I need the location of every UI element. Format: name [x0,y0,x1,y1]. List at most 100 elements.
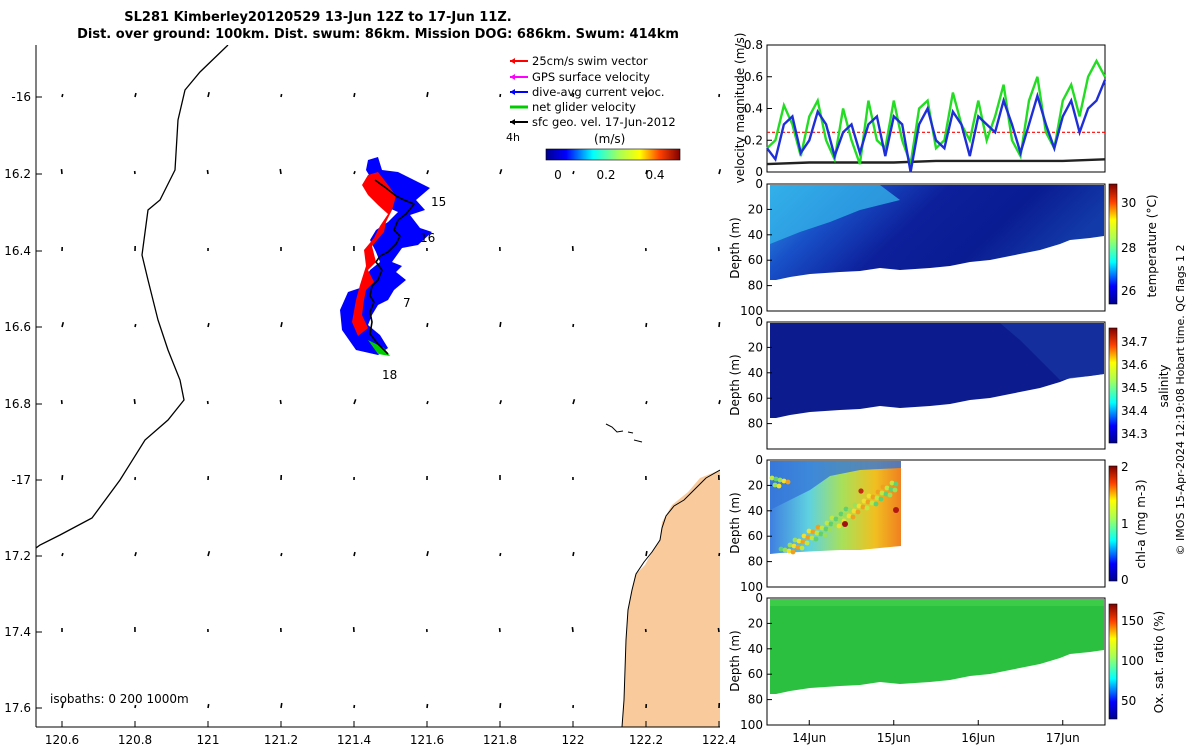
surface-arrow [571,626,574,633]
surface-arrow [134,323,137,328]
speed-colorbar [545,148,681,161]
map-y-label: -16 [11,90,31,104]
chla-dot [893,507,899,513]
oxygen-ylabel: Depth (m) [728,630,742,691]
chla-dot [869,500,875,506]
surface-arrow [572,551,575,557]
surface-arrow [353,399,357,405]
chla-dot [769,475,775,481]
oxygen-panel: 150 100 50 Ox. sat. ratio (%) Depth (m) … [728,591,1166,745]
oxygen-field [770,599,1104,694]
surface-arrow [645,91,648,98]
isobath-label: isobaths: 0 200 1000m [50,692,189,706]
chla-dot [884,485,890,491]
temperature-cbar-label: temperature (°C) [1145,195,1159,298]
chla-ticks: 0 20 40 60 80 100 [740,453,772,594]
surface-arrow [207,703,210,709]
surface-arrow [499,702,502,709]
surface-arrow [499,399,502,405]
chla-dot [879,490,885,496]
surface-arrow [645,550,648,557]
chla-cbar-2: 2 [1121,460,1129,474]
salinity-field [770,323,1104,418]
legend-swim-vector-label: 25cm/s swim vector [532,54,648,68]
legend-net-velocity: net glider velocity [510,100,636,114]
depth-label: 40 [748,366,763,380]
track-net-velocity [368,340,390,356]
surface-arrow [207,91,210,98]
chla-dot [883,491,889,497]
map-x-label: 121.6 [410,733,444,747]
day-label-16: 16 [420,231,435,245]
chla-dot [787,542,793,548]
chla-dot [824,520,830,526]
chla-dot [833,516,839,522]
chla-dot [795,544,801,550]
oxygen-colorbar [1108,603,1118,720]
salinity-ylabel: Depth (m) [728,354,742,415]
map-y-label: 17.6 [4,701,31,715]
chla-dot [796,538,802,544]
velocity-series-line [766,79,1107,173]
map-y-label: 16.6 [4,320,31,334]
salinity-fresh-patch [1000,323,1104,380]
velocity-series [766,58,1107,173]
salinity-cbar-346: 34.6 [1121,358,1148,372]
surface-arrow [61,702,64,709]
surface-arrow [134,551,137,557]
legend-geo-velocity: sfc geo. vel. 17-Jun-2012 [510,115,676,129]
surface-arrow [134,704,137,709]
chla-dot [855,509,861,515]
date-label: 14Jun [792,731,826,745]
legend-current-velocity: dive-avg current veloc. [510,85,665,99]
chla-surface-blue [770,461,901,510]
chla-dot [856,503,862,509]
surface-arrow [61,474,64,481]
depth-label: 0 [755,315,763,329]
surface-arrow [61,552,64,557]
map-x-label: 121.2 [264,733,298,747]
chla-dot [778,546,784,552]
chla-dot [777,477,783,483]
chla-dot [782,547,788,553]
surface-arrow [207,322,210,328]
chla-dot [851,508,857,514]
chla-dot [861,498,867,504]
colorbar-unit: (m/s) [594,132,625,146]
map-x-label: 120.8 [118,733,152,747]
depth-label: 40 [748,642,763,656]
surface-arrow [60,168,63,175]
legend-current-velocity-label: dive-avg current veloc. [532,85,665,99]
surface-arrow [572,170,575,175]
velocity-y-label: 0.6 [744,70,763,84]
surface-arrow [279,168,282,175]
surface-arrow [499,321,502,328]
chla-dot [888,486,894,492]
coastline-west [36,45,229,549]
salinity-cbar-344: 34.4 [1121,404,1148,418]
depth-label: 0 [755,453,763,467]
chla-dot [791,543,797,549]
chla-cbar-1: 1 [1121,517,1129,531]
surface-arrow [572,398,576,405]
chla-dot [801,533,807,539]
map-y-label: 16.4 [4,244,31,258]
credit-line: © IMOS 15-Apr-2024 12:19:08 Hobart time.… [1174,245,1187,556]
depth-label: 0 [755,177,763,191]
land-mass [622,470,720,727]
depth-label: 60 [748,529,763,543]
chla-dot [813,536,819,542]
surface-velocity-arrows [60,91,722,709]
map-x-label: 122.2 [629,733,663,747]
salinity-ticks: 0 20 40 60 80 [748,315,772,431]
salinity-cbar-347: 34.7 [1121,335,1148,349]
chla-cbar-label: chl-a (mg m-3) [1134,479,1148,568]
chla-dot [776,483,782,489]
map-x-label: 121.8 [483,733,517,747]
title-line-2: Dist. over ground: 100km. Dist. swum: 86… [77,27,679,42]
chla-sample-dots [769,475,899,555]
chla-dot [858,488,864,494]
depth-label: 20 [748,478,763,492]
surface-arrow [280,93,283,98]
